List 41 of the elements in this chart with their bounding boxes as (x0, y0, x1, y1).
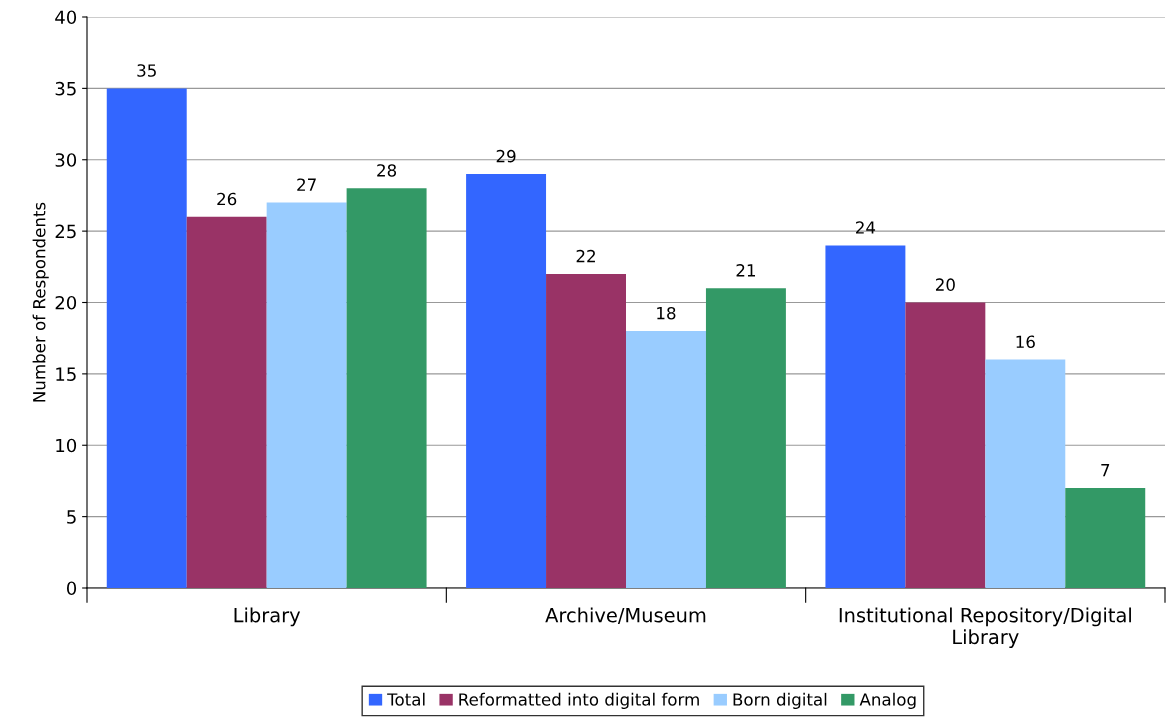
bar (466, 174, 547, 588)
y-tick-label: 25 (55, 224, 76, 239)
y-tick-label: 15 (56, 367, 76, 381)
bar (825, 245, 906, 588)
legend-label: Total (387, 692, 425, 706)
data-label: 20 (935, 278, 955, 291)
y-tick-label: 5 (67, 510, 76, 524)
data-label: 18 (657, 306, 676, 320)
x-tick-label: Library (234, 607, 301, 627)
bar (546, 273, 626, 588)
data-label: 27 (297, 178, 316, 191)
bar (346, 188, 427, 588)
bar (985, 359, 1066, 588)
y-tick-label: 30 (55, 153, 77, 167)
y-tick-label: 40 (55, 10, 77, 25)
y-tick-label: 20 (55, 295, 77, 310)
bar (626, 331, 706, 588)
data-label: 21 (736, 264, 755, 277)
data-label: 7 (1101, 464, 1110, 477)
y-tick-label: 10 (56, 438, 77, 453)
data-label: 22 (576, 249, 595, 263)
data-label: 26 (217, 192, 237, 206)
y-tick-label: 0 (66, 581, 77, 596)
bar (705, 288, 786, 588)
data-label: 16 (1016, 335, 1035, 349)
bar (106, 88, 187, 588)
data-label: 24 (856, 221, 876, 234)
data-label: 35 (137, 64, 156, 77)
legend-label: Reformatted into digital form (459, 692, 699, 709)
bar (1065, 488, 1146, 588)
bar (186, 216, 267, 588)
legend-label: Analog (859, 692, 916, 709)
data-label: 28 (377, 164, 397, 177)
data-label: 29 (496, 149, 516, 163)
y-axis-title: Number of Respondents (32, 202, 49, 402)
x-tick-label: Institutional Repository/Digital Library (839, 607, 1131, 649)
y-tick-label: 35 (55, 81, 76, 96)
x-tick-label: Archive/Museum (545, 607, 706, 625)
bar (905, 302, 986, 588)
legend-label: Born digital (733, 692, 827, 709)
bar (266, 202, 347, 588)
